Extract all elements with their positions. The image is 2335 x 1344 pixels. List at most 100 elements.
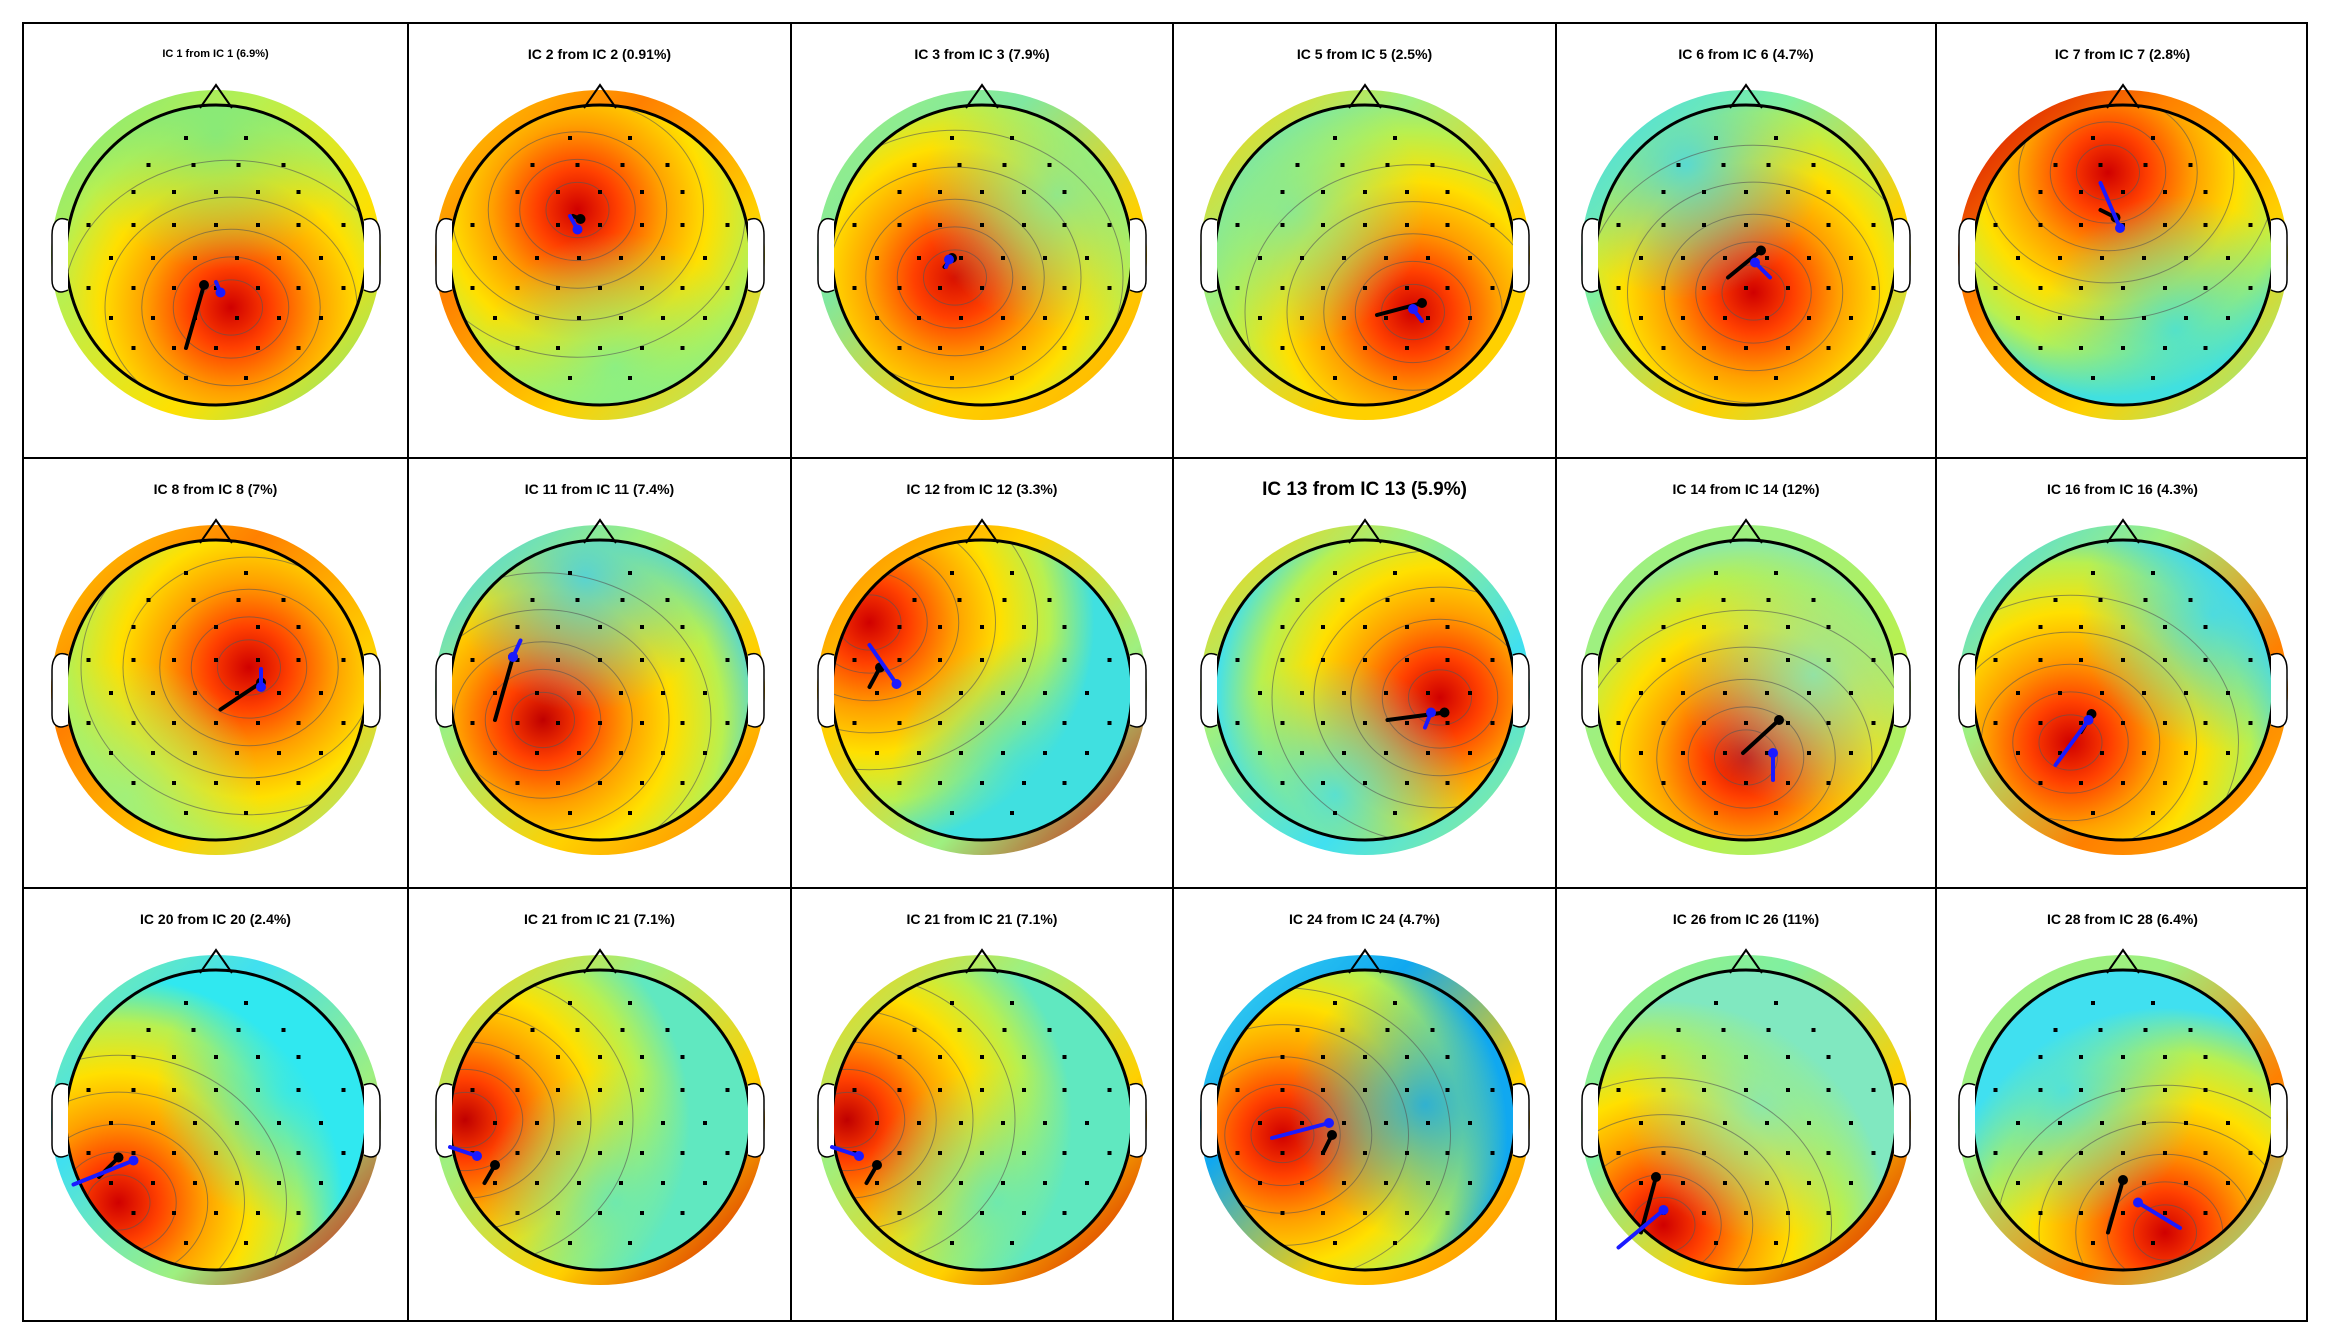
electrode xyxy=(1001,1121,1005,1125)
electrode xyxy=(2015,256,2020,260)
electrode xyxy=(150,1121,155,1125)
electrode xyxy=(1047,1028,1052,1032)
electrode xyxy=(243,1001,248,1005)
electrode xyxy=(2053,1028,2057,1032)
topomap-panel: IC 7 from IC 7 (2.8%) xyxy=(1937,24,2308,457)
electrode xyxy=(530,1028,534,1032)
electrode xyxy=(2078,1151,2083,1155)
contour-line xyxy=(65,159,366,405)
contour-line xyxy=(158,588,339,747)
electrode xyxy=(1022,286,1026,290)
electrode xyxy=(1047,598,1052,602)
electrode xyxy=(2203,223,2207,227)
electrode xyxy=(2203,781,2207,785)
electrode xyxy=(639,1211,644,1215)
electrode xyxy=(702,316,707,320)
electrode xyxy=(255,625,260,629)
electrode xyxy=(2162,1151,2167,1155)
electrode xyxy=(1445,1088,1449,1092)
left-ear xyxy=(1199,653,1217,728)
electrode xyxy=(213,223,218,227)
electrode xyxy=(1702,1151,1706,1155)
electrode xyxy=(1744,286,1748,290)
topomap-panel: IC 14 from IC 14 (12%) xyxy=(1557,459,1935,887)
electrode xyxy=(1661,346,1666,350)
electrode xyxy=(255,721,260,725)
electrode xyxy=(318,751,323,755)
electrode xyxy=(917,256,921,260)
electrode xyxy=(492,751,497,755)
electrode xyxy=(171,625,176,629)
electrode xyxy=(2053,598,2057,602)
contour-line xyxy=(449,1091,497,1149)
electrode xyxy=(1107,658,1112,662)
electrode xyxy=(1786,1088,1790,1092)
contour-line xyxy=(449,1068,523,1172)
electrode xyxy=(1721,598,1726,602)
electrode xyxy=(2038,1055,2042,1059)
electrode xyxy=(1047,163,1052,167)
scalp-cold-region xyxy=(1972,970,2273,1270)
electrode xyxy=(957,1028,962,1032)
electrode xyxy=(1362,1088,1367,1092)
blue-dipole-head xyxy=(572,224,582,235)
contour-line xyxy=(1223,1083,1341,1187)
electrode xyxy=(1043,1181,1047,1185)
electrode xyxy=(171,223,176,227)
electrode xyxy=(618,316,623,320)
electrode xyxy=(1085,256,1089,260)
electrode xyxy=(2099,316,2104,320)
contour-line xyxy=(1381,646,1498,749)
electrode xyxy=(255,1211,260,1215)
electrode xyxy=(1362,223,1367,227)
electrode xyxy=(576,1121,581,1125)
electrode xyxy=(2090,811,2095,815)
electrode xyxy=(1257,691,1262,695)
electrode xyxy=(341,1151,345,1155)
blue-dipole-head xyxy=(2114,223,2125,233)
electrode xyxy=(1022,1211,1026,1215)
electrode xyxy=(192,1121,197,1125)
electrode xyxy=(1362,1055,1367,1059)
electrode xyxy=(183,136,188,140)
panel-title: IC 28 from IC 28 (6.4%) xyxy=(2047,911,2198,927)
scalp-map xyxy=(1957,518,2288,855)
electrode xyxy=(2120,658,2125,662)
electrode xyxy=(1062,1088,1067,1092)
electrode xyxy=(1765,1121,1769,1125)
electrode xyxy=(2203,721,2207,725)
electrode xyxy=(236,1028,240,1032)
electrode xyxy=(1340,598,1344,602)
scalp-cold-region xyxy=(1972,540,2273,840)
right-ear xyxy=(1512,1083,1530,1158)
electrode xyxy=(597,1211,602,1215)
electrode xyxy=(515,1211,519,1215)
right-ear xyxy=(747,1083,765,1158)
electrode xyxy=(1280,223,1284,227)
electrode xyxy=(2078,286,2083,290)
electrode xyxy=(702,691,707,695)
electrode xyxy=(950,376,954,380)
electrode xyxy=(1702,190,1706,194)
electrode xyxy=(1639,1181,1643,1185)
electrode xyxy=(1744,721,1748,725)
electrode xyxy=(2248,286,2252,290)
electrode xyxy=(86,286,90,290)
topomap-grid: IC 1 from IC 1 (6.9%) IC 2 from IC 2 (0.9… xyxy=(22,22,2308,1322)
electrode xyxy=(2057,256,2062,260)
electrode xyxy=(1723,751,1727,755)
left-ear xyxy=(817,1083,835,1158)
black-dipole-head xyxy=(1756,245,1766,256)
electrode xyxy=(150,316,155,320)
electrode xyxy=(150,1181,155,1185)
contour-line xyxy=(172,256,289,359)
electrode xyxy=(146,1028,150,1032)
electrode xyxy=(192,691,197,695)
electrode xyxy=(1392,811,1397,815)
electrode xyxy=(897,1088,902,1092)
electrode xyxy=(702,1121,707,1125)
right-ear xyxy=(2270,218,2288,293)
electrode xyxy=(1362,190,1367,194)
electrode xyxy=(234,1181,239,1185)
electrode xyxy=(1826,286,1831,290)
